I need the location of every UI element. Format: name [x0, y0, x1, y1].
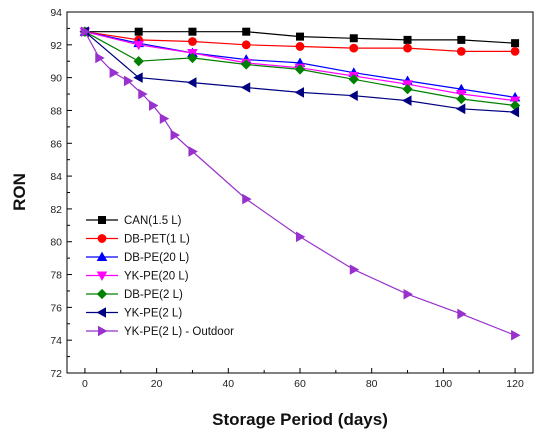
data-point-marker: [138, 88, 148, 100]
data-point-marker: [511, 329, 521, 341]
data-point-marker: [349, 34, 358, 43]
data-point-marker: [456, 93, 467, 105]
data-point-marker: [96, 251, 108, 262]
data-point-marker: [402, 83, 413, 95]
legend-label: DB-PE(2 L): [124, 289, 183, 301]
legend-item: DB-PE(20 L): [86, 251, 189, 264]
series: [80, 26, 521, 341]
x-tick-label: 60: [294, 378, 306, 390]
data-point-marker: [133, 72, 143, 83]
y-tick-label: 74: [50, 335, 62, 347]
data-point-marker: [109, 67, 120, 78]
data-point-marker: [241, 40, 251, 50]
legend-item: YK-PE(2 L): [86, 307, 182, 320]
data-point-marker: [98, 215, 107, 224]
data-point-marker: [188, 37, 197, 46]
y-tick-label: 84: [50, 171, 62, 183]
data-point-marker: [511, 39, 520, 48]
data-point-marker: [242, 193, 252, 205]
data-point-marker: [349, 264, 360, 275]
legend-item: YK-PE(2 L) - Outdoor: [86, 325, 234, 338]
legend-label: DB-PET(1 L): [124, 234, 190, 246]
y-tick-label: 88: [50, 105, 62, 117]
y-tick-label: 92: [50, 40, 62, 52]
series: [79, 26, 521, 111]
legend-label: YK-PE(2 L) - Outdoor: [124, 326, 234, 338]
data-point-marker: [348, 74, 359, 85]
data-point-marker: [455, 103, 466, 115]
data-point-marker: [188, 146, 198, 157]
y-tick-label: 86: [50, 138, 62, 150]
data-point-marker: [133, 56, 144, 67]
x-tick-label: 20: [151, 378, 163, 390]
data-point-marker: [133, 40, 144, 51]
legend-item: YK-PE(20 L): [86, 271, 189, 283]
axes: 0 20 40 60 80 100 120 72 74 76 78 80 82 84 86 88 90 92 94: [50, 7, 524, 390]
legend-item: DB-PE(2 L): [86, 288, 183, 301]
y-tick-label: 72: [50, 368, 62, 380]
data-point-marker: [134, 27, 143, 36]
data-point-marker: [457, 308, 467, 320]
legend-label: YK-PE(20 L): [124, 271, 189, 283]
y-tick-label: 78: [50, 270, 62, 282]
data-point-marker: [403, 35, 412, 44]
data-point-marker: [403, 288, 413, 300]
data-point-marker: [98, 325, 108, 337]
data-point-marker: [170, 129, 180, 141]
data-point-marker: [241, 59, 252, 70]
data-point-marker: [240, 82, 251, 93]
legend-label: DB-PE(20 L): [124, 252, 189, 264]
data-point-marker: [294, 87, 305, 98]
data-point-marker: [149, 100, 159, 111]
x-axis-title: Storage Period (days): [212, 410, 388, 429]
data-point-marker: [96, 307, 106, 318]
data-point-marker: [96, 288, 108, 300]
data-point-marker: [349, 43, 359, 53]
legend-label: YK-PE(2 L): [124, 308, 182, 320]
x-tick-label: 100: [435, 378, 453, 390]
y-axis-title: RON: [10, 173, 29, 211]
y-tick-label: 94: [50, 7, 62, 19]
series-layer: [79, 26, 521, 341]
data-point-marker: [96, 271, 108, 281]
data-point-marker: [402, 95, 412, 106]
legend: CAN(1.5 L) DB-PET(1 L) DB-PE(20 L) YK-PE(20…: [86, 215, 234, 338]
data-point-marker: [295, 32, 304, 41]
data-point-marker: [295, 42, 305, 51]
data-point-marker: [457, 35, 466, 44]
data-point-marker: [188, 27, 197, 36]
data-point-marker: [403, 43, 412, 53]
data-point-marker: [295, 231, 306, 243]
data-point-marker: [509, 106, 520, 118]
data-point-marker: [80, 26, 91, 37]
data-point-marker: [187, 52, 198, 64]
data-point-marker: [95, 52, 105, 64]
data-point-marker: [456, 46, 466, 56]
data-point-marker: [242, 27, 251, 36]
legend-item: DB-PET(1 L): [86, 234, 190, 246]
y-tick-label: 90: [50, 73, 62, 85]
x-tick-label: 120: [506, 378, 524, 390]
data-point-marker: [97, 234, 107, 243]
x-tick-label: 40: [222, 378, 234, 390]
y-tick-label: 80: [50, 237, 62, 249]
y-tick-label: 82: [50, 204, 62, 216]
data-point-marker: [123, 75, 134, 87]
data-point-marker: [510, 46, 520, 56]
data-point-marker: [348, 90, 358, 101]
data-point-marker: [159, 113, 170, 124]
legend-label: CAN(1.5 L): [124, 215, 182, 227]
x-tick-label: 0: [82, 378, 88, 390]
legend-item: CAN(1.5 L): [86, 215, 182, 227]
data-point-marker: [294, 64, 306, 75]
x-tick-label: 80: [366, 378, 378, 390]
y-tick-label: 76: [50, 302, 62, 314]
data-point-marker: [187, 77, 197, 88]
